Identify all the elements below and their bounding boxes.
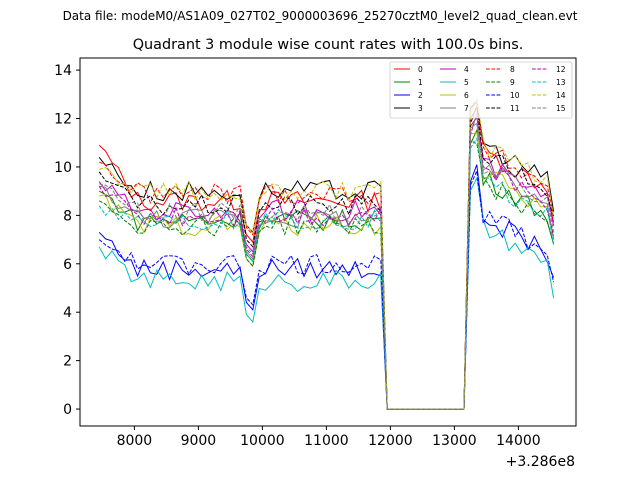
series-line-4 — [98, 115, 555, 410]
x-tick-label: 11000 — [304, 433, 349, 449]
legend-label-14: 14 — [556, 91, 566, 100]
legend-label-0: 0 — [418, 65, 423, 74]
x-tick-label: 14000 — [496, 433, 541, 449]
y-tick-label: 0 — [63, 402, 72, 418]
x-tick-label: 8000 — [117, 433, 153, 449]
x-offset-label: +3.286e8 — [506, 454, 575, 470]
legend-label-4: 4 — [464, 65, 469, 74]
series-line-15 — [99, 115, 555, 410]
x-tick-label: 12000 — [368, 433, 413, 449]
legend-label-1: 1 — [418, 78, 423, 87]
series-line-5 — [98, 176, 555, 410]
x-tick-label: 13000 — [432, 433, 477, 449]
legend-label-8: 8 — [510, 65, 515, 74]
series-line-14 — [99, 98, 555, 410]
series-line-7 — [99, 122, 555, 410]
x-tick-label: 9000 — [181, 433, 217, 449]
series-line-6 — [99, 132, 555, 410]
series-line-10 — [98, 169, 555, 410]
plot-lines — [98, 98, 555, 410]
y-tick-label: 2 — [63, 354, 72, 370]
series-line-1 — [98, 128, 555, 410]
legend-label-13: 13 — [556, 78, 566, 87]
series-line-2 — [98, 164, 555, 410]
legend-frame — [389, 61, 573, 119]
series-line-0 — [98, 106, 555, 410]
series-line-12 — [98, 113, 555, 410]
legend-label-3: 3 — [418, 104, 423, 113]
legend-label-7: 7 — [464, 104, 469, 113]
x-tick-label: 10000 — [240, 433, 285, 449]
y-tick-label: 14 — [54, 63, 72, 79]
figure-suptitle: Data file: modeM0/AS1A09_027T02_90000036… — [63, 9, 578, 23]
y-tick-label: 8 — [63, 208, 72, 224]
legend-label-6: 6 — [464, 91, 469, 100]
series-line-3 — [98, 101, 555, 410]
legend-label-11: 11 — [510, 104, 520, 113]
legend-label-12: 12 — [556, 65, 566, 74]
series-line-9 — [98, 139, 555, 410]
legend-label-5: 5 — [464, 78, 469, 87]
y-axis-ticks: 0 2 4 6 8 10 12 14 — [54, 63, 80, 418]
y-tick-label: 4 — [63, 305, 72, 321]
y-tick-label: 6 — [63, 257, 72, 273]
legend-label-15: 15 — [556, 104, 566, 113]
legend-label-10: 10 — [510, 91, 520, 100]
series-line-13 — [98, 137, 555, 410]
axes-frame — [79, 57, 577, 427]
series-line-11 — [98, 105, 555, 410]
chart-title: Quadrant 3 module wise count rates with … — [133, 37, 524, 53]
series-line-8 — [98, 98, 555, 410]
legend-label-2: 2 — [418, 91, 423, 100]
legend-label-9: 9 — [510, 78, 515, 87]
y-tick-label: 12 — [54, 112, 72, 128]
x-axis-ticks: 8000 9000 10000 11000 12000 13000 14000 — [117, 426, 541, 449]
y-tick-label: 10 — [54, 160, 72, 176]
